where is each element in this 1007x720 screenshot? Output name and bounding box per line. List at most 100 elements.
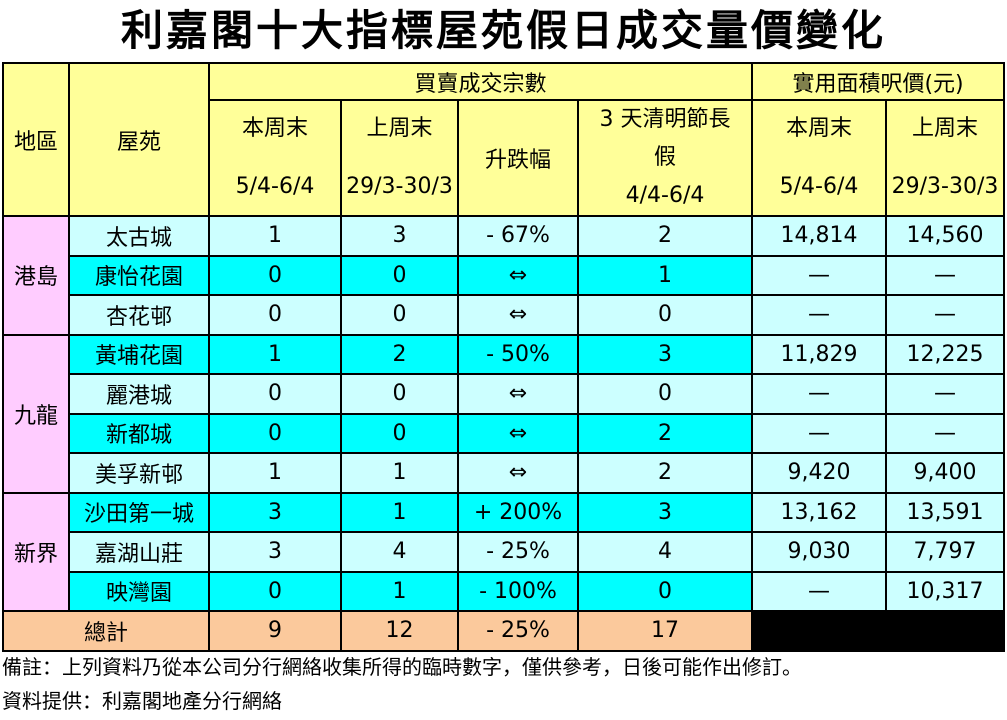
change-cell: ⇔ [457,294,579,336]
total-last-week: 12 [340,610,459,652]
last-week-cell: 4 [340,531,459,573]
header-this-weekend: 本周末 5/4-6/4 [208,99,342,217]
holiday-cell: 2 [576,412,754,454]
price-last-cell: 12,225 [885,333,1006,375]
holiday-cell: 3 [576,333,754,375]
table-row: 杏花邨 0 0 ⇔ 0— — [3,294,1006,336]
header-holiday: 3 天清明節長假 4/4-6/4 [576,99,754,217]
price-this-cell: — [751,373,888,415]
price-this-cell: — [751,254,888,296]
table-row: 麗港城 0 0 ⇔ 0— — [3,373,1006,415]
holiday-cell: 4 [576,531,754,573]
price-last-cell: 13,591 [885,491,1006,533]
price-this-cell: 9,030 [751,531,888,573]
price-last-cell: 7,797 [885,531,1006,573]
change-cell: ⇔ [457,452,579,494]
total-this-week: 9 [208,610,342,652]
estate-cell: 黃埔花園 [68,333,210,375]
estate-cell: 美孚新邨 [68,452,210,494]
price-last-cell: 9,400 [885,452,1006,494]
price-last-cell: 14,560 [885,215,1006,257]
table-row: 新界 沙田第一城 3 1 + 200% 3 13,162 13,591 [2,491,1006,612]
this-week-cell: 1 [208,452,342,494]
this-week-cell: 0 [208,373,342,415]
holiday-cell: 3 [576,491,754,533]
price-last-cell: — [885,254,1006,296]
change-cell: - 67% [457,215,579,257]
estate-cell: 映灣園 [68,570,210,612]
table-row: 九龍 黃埔花園 1 2- 50% 3 11,829 12,225 [2,333,1006,494]
table-row: 美孚新邨 1 1 ⇔ 2 9,420 9,400 [3,452,1006,494]
change-cell: - 25% [457,531,579,573]
price-last-cell: 10,317 [885,570,1006,612]
region-cell: 九龍 [2,333,70,494]
price-this-cell: 13,162 [751,491,888,533]
price-last-cell: — [885,412,1006,454]
change-cell: ⇔ [457,412,579,454]
total-blank-block [751,610,1006,652]
change-cell: - 100% [457,570,579,612]
price-last-cell: — [885,373,1006,415]
last-week-cell: 0 [340,294,459,336]
page-title: 利嘉閣十大指標屋苑假日成交量價變化 [120,6,886,55]
header-price-last-weekend: 上周末 29/3-30/3 [885,99,1006,217]
estate-cell: 沙田第一城 [68,491,210,533]
header-price-group: 實用面積呎價(元) [751,62,1006,101]
table-row: 嘉湖山莊 3 4- 25% 4 9,030 7,797 [3,531,1006,573]
total-change: - 25% [457,610,579,652]
last-week-cell: 3 [340,215,459,257]
total-row: 總計 9 12- 25% 17 [2,610,1006,652]
header-last-weekend: 上周末 29/3-30/3 [340,99,459,217]
price-this-cell: 14,814 [751,215,888,257]
price-this-cell: 11,829 [751,333,888,375]
header-last-weekend-dates: 29/3-30/3 [346,174,453,199]
table-row: 新都城 0 0 ⇔ 2— — [3,412,1006,454]
transaction-table: 地區 屋苑 買賣成交宗數 實用面積呎價(元) 本周末 5/4-6/4 上周末 2… [2,62,1006,652]
table-row: 康怡花園 0 0 ⇔ 1— — [3,254,1006,296]
this-week-cell: 0 [208,570,342,612]
header-estate: 屋苑 [68,62,210,217]
last-week-cell: 1 [340,491,459,533]
header-this-weekend-label: 本周末 [241,116,308,141]
this-week-cell: 3 [208,491,342,533]
this-week-cell: 3 [208,531,342,573]
header-price-this-weekend: 本周末 5/4-6/4 [751,99,888,217]
change-cell: - 50% [457,333,579,375]
total-holiday: 17 [576,610,754,652]
estate-cell: 太古城 [68,215,210,257]
last-week-cell: 0 [340,254,459,296]
last-week-cell: 1 [340,570,459,612]
change-cell: + 200% [457,491,579,533]
this-week-cell: 0 [208,294,342,336]
header-holiday-dates: 4/4-6/4 [625,183,705,208]
last-week-cell: 2 [340,333,459,375]
header-price-last-label: 上周末 [912,116,979,141]
remark-note: 備註：上列資料乃從本公司分行網絡收集所得的臨時數字，僅供參考，日後可能作出修訂。 [2,655,802,679]
header-price-this-dates: 5/4-6/4 [779,174,859,199]
last-week-cell: 0 [340,373,459,415]
last-week-cell: 0 [340,412,459,454]
header-last-weekend-label: 上周末 [366,116,433,141]
estate-cell: 杏花邨 [68,294,210,336]
estate-cell: 嘉湖山莊 [68,531,210,573]
holiday-cell: 0 [576,294,754,336]
header-region: 地區 [2,62,70,217]
estate-cell: 麗港城 [68,373,210,415]
this-week-cell: 0 [208,412,342,454]
table-row: 映灣園 0 1- 100% 0—10,317 [3,570,1006,612]
price-this-cell: — [751,412,888,454]
region-cell: 新界 [2,491,70,612]
header-this-weekend-dates: 5/4-6/4 [235,174,315,199]
header-change: 升跌幅 [457,99,579,217]
estate-cell: 新都城 [68,412,210,454]
holiday-cell: 0 [576,570,754,612]
price-this-cell: — [751,294,888,336]
region-cell: 港島 [2,215,70,336]
header-holiday-label: 3 天清明節長假 [599,107,731,170]
this-week-cell: 0 [208,254,342,296]
total-label: 總計 [2,610,210,652]
holiday-cell: 1 [576,254,754,296]
holiday-cell: 2 [576,215,754,257]
header-price-last-dates: 29/3-30/3 [891,174,999,199]
price-this-cell: — [751,570,888,612]
